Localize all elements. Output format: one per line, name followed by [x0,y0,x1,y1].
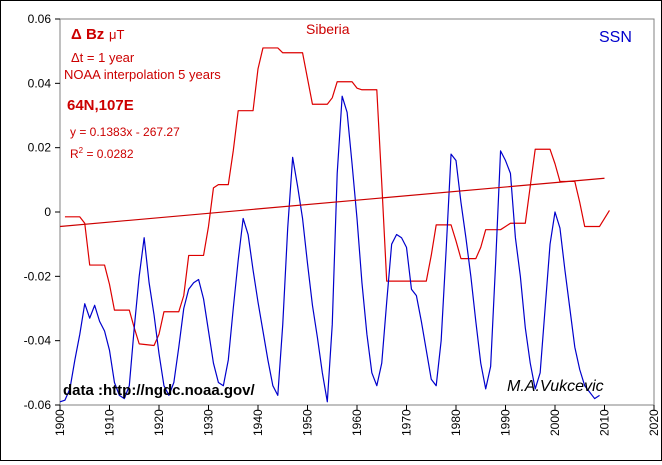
x-tick-label: 1950 [301,409,315,436]
delta-bz-unit: μT [109,27,124,42]
series-layer [59,47,610,403]
delta-bz-label: Δ Bz [71,26,104,43]
x-tick-label: 1910 [103,409,117,436]
ssn-legend: SSN [599,29,632,46]
y-tick-label: -0.04 [24,334,52,348]
location-label: 64N,107E [67,97,134,114]
r-squared: R2 = 0.0282 [70,146,134,161]
delta-t-label: Δt = 1 year [71,50,135,65]
r2-value: = 0.0282 [83,147,134,161]
interpolation-label: NOAA interpolation 5 years [64,67,221,82]
author-signature: M.A.Vukcevic [507,378,604,395]
y-tick-label: 0.04 [28,76,52,90]
x-tick-label: 1930 [202,409,216,436]
x-tick-label: 1990 [499,409,513,436]
axes-ticks: 1900 1910 1920 1930 1940 1950 1960 1970 1980 1990… [24,12,661,436]
delta-bz-line [64,47,610,347]
trend-equation: y = 0.1383x - 267.27 [70,125,180,139]
y-tick-label: 0 [44,205,51,219]
x-tick-label: 1980 [449,409,463,436]
r2-label: R [70,147,79,161]
y-tick-label: 0.02 [28,141,52,155]
ssn-line [59,95,600,403]
x-tick-label: 2020 [647,409,661,436]
x-tick-label: 1970 [400,409,414,436]
x-tick-label: 2010 [598,409,612,436]
x-tick-label: 1900 [53,409,67,436]
data-source: data :http://ngdc.noaa.gov/ [63,382,255,399]
x-tick-label: 1940 [251,409,265,436]
trend-line [59,177,605,228]
x-tick-label: 2000 [548,409,562,436]
y-tick-label: 0.06 [28,12,52,26]
chart-title: Siberia [306,21,350,37]
r2-exp: 2 [79,146,84,155]
x-tick-label: 1960 [350,409,364,436]
y-tick-label: -0.02 [24,269,52,283]
x-tick-label: 1920 [152,409,166,436]
y-tick-label: -0.06 [24,398,52,412]
